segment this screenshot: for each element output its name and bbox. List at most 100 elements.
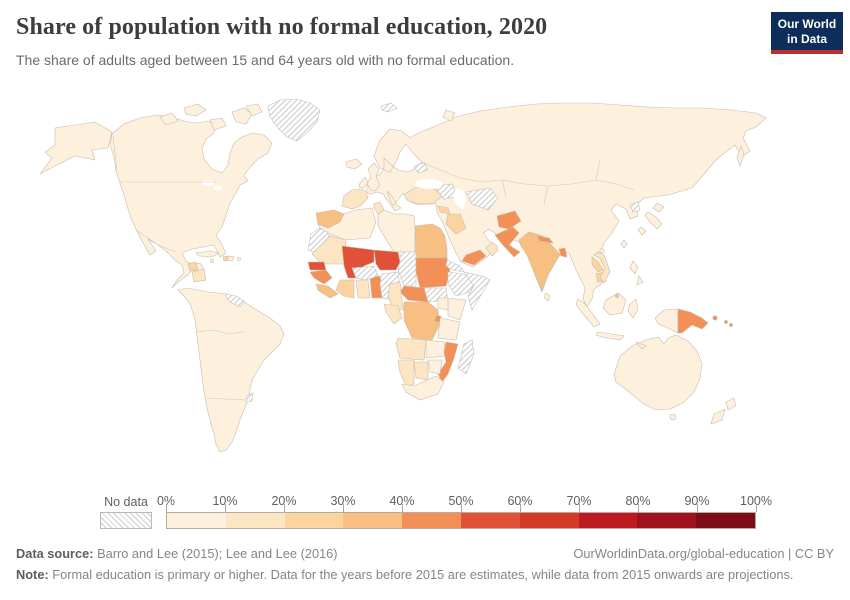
country-iraq[interactable] [445, 213, 467, 235]
owid-logo[interactable]: Our World in Data [771, 12, 843, 54]
country-namibia[interactable] [397, 359, 415, 387]
legend-no-data-swatch[interactable] [100, 512, 152, 529]
country-algeria[interactable] [317, 207, 377, 241]
country-tasmania[interactable] [669, 413, 677, 421]
country-cuba[interactable] [195, 250, 220, 258]
country-west-new-guinea[interactable] [654, 308, 679, 334]
country-honduras-nicaragua[interactable] [191, 268, 207, 283]
legend-segment-80%-90%[interactable] [637, 513, 697, 528]
country-sulawesi[interactable] [627, 298, 639, 319]
country-greenland[interactable] [267, 98, 321, 142]
country-afghanistan[interactable] [496, 210, 522, 230]
country-novaya-zemlya[interactable] [442, 109, 456, 122]
legend-segment-20%-30%[interactable] [284, 513, 344, 528]
legend-segment-40%-50%[interactable] [402, 513, 461, 528]
legend-segment-70%-80%[interactable] [578, 513, 638, 528]
country-oman[interactable] [485, 241, 499, 257]
country-brunei[interactable] [615, 294, 619, 298]
legend-segment-10%-20%[interactable] [225, 513, 285, 528]
country-ghana[interactable] [355, 279, 371, 299]
country-chad[interactable] [397, 251, 417, 287]
country-caucasus[interactable] [435, 183, 459, 200]
country-sudan[interactable] [415, 257, 451, 289]
country-somalia[interactable] [463, 271, 491, 311]
country-java[interactable] [595, 331, 625, 341]
country-senegal[interactable] [307, 261, 327, 271]
country-egypt[interactable] [414, 223, 448, 259]
country-philippines-north[interactable] [629, 260, 639, 275]
country-botswana[interactable] [413, 361, 429, 381]
country-svalbard[interactable] [380, 102, 398, 113]
country-vietnam[interactable] [593, 251, 611, 284]
country-baffin-island[interactable] [231, 107, 253, 125]
country-guatemala[interactable] [187, 261, 199, 272]
country-turkmenistan-uzbekistan[interactable] [465, 187, 499, 211]
country-lesser-sunda[interactable] [635, 341, 647, 350]
legend-segment-0%-10%[interactable] [167, 513, 226, 528]
country-philippines-south[interactable] [636, 275, 644, 286]
legend-segment-50%-60%[interactable] [460, 513, 520, 528]
country-central-african-republic[interactable] [399, 285, 429, 303]
country-south-africa[interactable] [401, 375, 445, 401]
country-bangladesh[interactable] [558, 247, 568, 258]
country-laos[interactable] [591, 256, 604, 273]
country-south-america[interactable] [177, 287, 285, 453]
country-solomon-1[interactable] [724, 320, 728, 324]
country-puerto-rico[interactable] [237, 257, 241, 261]
country-solomon-2[interactable] [729, 323, 733, 327]
country-nz-south-island[interactable] [710, 408, 726, 425]
country-belarus[interactable] [413, 162, 429, 174]
country-arctic-island-2[interactable] [159, 112, 179, 126]
country-pakistan[interactable] [494, 226, 521, 258]
country-japan-kyushu[interactable] [637, 226, 647, 236]
country-nz-north-island[interactable] [725, 397, 737, 411]
country-kenya[interactable] [447, 297, 467, 321]
country-arctic-island-1[interactable] [183, 103, 207, 117]
country-jamaica[interactable] [210, 259, 214, 263]
country-dominican-republic[interactable] [227, 255, 235, 262]
country-north-korea[interactable] [629, 201, 641, 213]
country-sri-lanka[interactable] [543, 292, 551, 302]
country-zimbabwe[interactable] [427, 359, 443, 375]
country-india[interactable] [518, 231, 561, 292]
country-australia[interactable] [613, 334, 703, 411]
country-iberia[interactable] [341, 188, 369, 210]
country-sierra-leone-liberia[interactable] [315, 283, 339, 299]
country-niger[interactable] [373, 249, 401, 271]
country-arctic-island-4[interactable] [245, 103, 263, 117]
country-sakhalin[interactable] [736, 145, 745, 167]
country-drc[interactable] [403, 301, 441, 341]
country-eritrea-djibouti[interactable] [445, 259, 465, 273]
country-arctic-island-3[interactable] [209, 117, 227, 131]
country-madagascar[interactable] [457, 339, 475, 375]
country-congo-gabon[interactable] [383, 303, 403, 325]
country-guyana-suriname[interactable] [225, 293, 245, 308]
country-zambia[interactable] [425, 339, 447, 359]
country-ireland[interactable] [358, 176, 369, 189]
country-ivory-coast[interactable] [335, 279, 355, 299]
legend-segment-60%-70%[interactable] [519, 513, 579, 528]
legend-segment-30%-40%[interactable] [343, 513, 403, 528]
legend-segment-90%-100%[interactable] [696, 513, 755, 528]
country-borneo[interactable] [602, 292, 627, 316]
country-yemen[interactable] [461, 249, 487, 266]
country-angola[interactable] [395, 337, 427, 361]
country-papua-new-guinea[interactable] [677, 308, 709, 334]
country-japan-honshu[interactable] [644, 211, 663, 230]
country-japan-hokkaido[interactable] [652, 202, 665, 213]
country-burkina-faso[interactable] [351, 265, 379, 281]
country-alaska[interactable] [39, 121, 113, 175]
country-nepal[interactable] [536, 235, 554, 244]
country-hainan[interactable] [599, 248, 605, 254]
footer-link[interactable]: OurWorldinData.org/global-education | CC… [573, 546, 834, 561]
country-great-britain[interactable] [366, 162, 381, 192]
country-new-britain[interactable] [712, 315, 718, 321]
country-uruguay[interactable] [245, 392, 254, 403]
country-guinea[interactable] [309, 269, 333, 285]
country-libya[interactable] [377, 209, 416, 253]
country-sumatra[interactable] [575, 298, 601, 328]
country-iceland[interactable] [345, 158, 363, 170]
country-north-america[interactable] [109, 114, 273, 289]
country-taiwan[interactable] [620, 239, 628, 249]
country-tanzania[interactable] [437, 317, 461, 341]
